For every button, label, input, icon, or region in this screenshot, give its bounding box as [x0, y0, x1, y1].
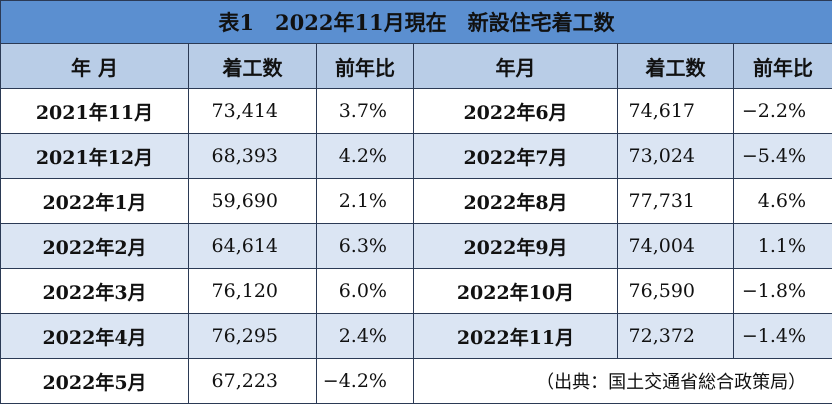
right-ratio-cell: −2.2%: [734, 89, 832, 134]
left-ratio-cell: 6.0%: [317, 269, 414, 314]
left-ratio-cell: 6.3%: [317, 224, 414, 269]
table-title: 表1 2022年11月現在 新設住宅着工数: [1, 1, 832, 44]
left-month-cell: 2022年3月: [1, 269, 189, 314]
right-month-cell: 2022年7月: [414, 134, 618, 179]
right-starts-cell: 74,004: [618, 224, 734, 269]
right-ratio-cell: 4.6%: [734, 179, 832, 224]
left-ratio-cell: 2.4%: [317, 314, 414, 359]
right-starts-cell: 74,617: [618, 89, 734, 134]
header-ratio-left: 前年比: [317, 44, 414, 89]
table-row: 2022年5月 67,223 −4.2% （出典：国土交通省総合政策局）: [1, 359, 832, 404]
left-ratio-cell: 4.2%: [317, 134, 414, 179]
table-row: 2022年3月 76,120 6.0% 2022年10月 76,590 −1.8…: [1, 269, 832, 314]
right-starts-cell: 72,372: [618, 314, 734, 359]
left-month-cell: 2021年12月: [1, 134, 189, 179]
header-starts-left: 着工数: [189, 44, 317, 89]
right-ratio-cell: −1.8%: [734, 269, 832, 314]
right-month-cell: 2022年10月: [414, 269, 618, 314]
left-starts-cell: 59,690: [189, 179, 317, 224]
left-month-cell: 2022年4月: [1, 314, 189, 359]
left-month-cell: 2022年1月: [1, 179, 189, 224]
left-ratio-cell: −4.2%: [317, 359, 414, 404]
header-starts-right: 着工数: [618, 44, 734, 89]
table-header-row: 年 月 着工数 前年比 年月 着工数 前年比: [1, 44, 832, 89]
right-ratio-cell: −1.4%: [734, 314, 832, 359]
table-row: 2022年1月 59,690 2.1% 2022年8月 77,731 4.6%: [1, 179, 832, 224]
right-month-cell: 2022年8月: [414, 179, 618, 224]
table-row: 2022年2月 64,614 6.3% 2022年9月 74,004 1.1%: [1, 224, 832, 269]
right-ratio-cell: −5.4%: [734, 134, 832, 179]
table-title-row: 表1 2022年11月現在 新設住宅着工数: [1, 1, 832, 44]
right-month-cell: 2022年11月: [414, 314, 618, 359]
table-row: 2021年12月 68,393 4.2% 2022年7月 73,024 −5.4…: [1, 134, 832, 179]
left-month-cell: 2022年5月: [1, 359, 189, 404]
right-month-cell: 2022年9月: [414, 224, 618, 269]
right-starts-cell: 76,590: [618, 269, 734, 314]
right-ratio-cell: 1.1%: [734, 224, 832, 269]
table-row: 2021年11月 73,414 3.7% 2022年6月 74,617 −2.2…: [1, 89, 832, 134]
header-month-left: 年 月: [1, 44, 189, 89]
table-row: 2022年4月 76,295 2.4% 2022年11月 72,372 −1.4…: [1, 314, 832, 359]
right-starts-cell: 77,731: [618, 179, 734, 224]
left-ratio-cell: 2.1%: [317, 179, 414, 224]
source-note: （出典：国土交通省総合政策局）: [414, 359, 832, 404]
left-starts-cell: 64,614: [189, 224, 317, 269]
left-starts-cell: 67,223: [189, 359, 317, 404]
header-ratio-right: 前年比: [734, 44, 832, 89]
left-starts-cell: 76,295: [189, 314, 317, 359]
left-starts-cell: 73,414: [189, 89, 317, 134]
left-starts-cell: 68,393: [189, 134, 317, 179]
right-starts-cell: 73,024: [618, 134, 734, 179]
left-ratio-cell: 3.7%: [317, 89, 414, 134]
header-month-right: 年月: [414, 44, 618, 89]
left-starts-cell: 76,120: [189, 269, 317, 314]
left-month-cell: 2022年2月: [1, 224, 189, 269]
left-month-cell: 2021年11月: [1, 89, 189, 134]
right-month-cell: 2022年6月: [414, 89, 618, 134]
